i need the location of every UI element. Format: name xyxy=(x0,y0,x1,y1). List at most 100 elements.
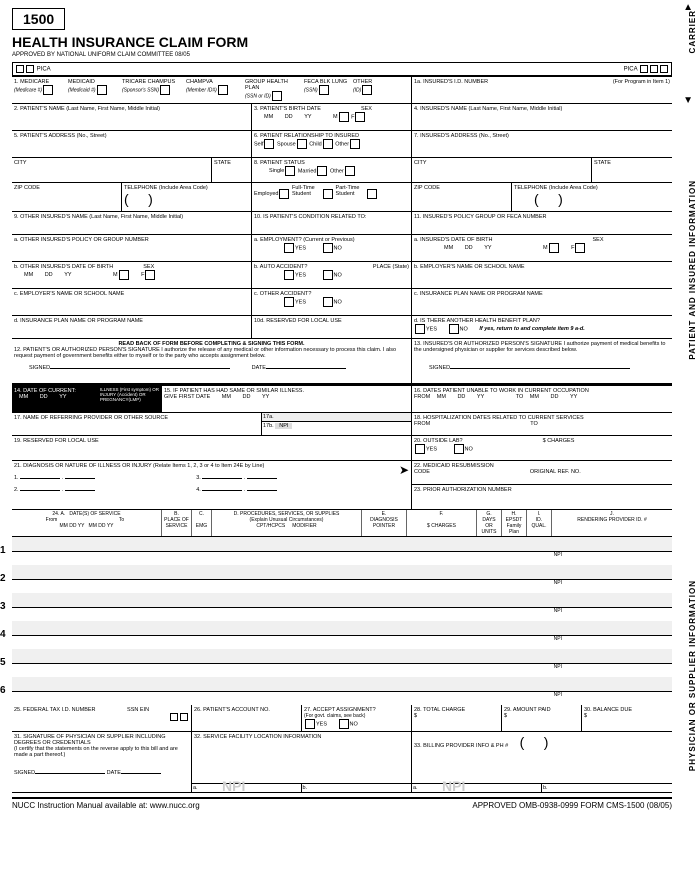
checkbox[interactable] xyxy=(264,139,274,149)
checkbox[interactable] xyxy=(160,85,170,95)
sig[interactable] xyxy=(35,773,105,774)
field-city2[interactable]: CITY xyxy=(412,158,592,182)
mm: MM xyxy=(444,245,453,251)
dd: DD xyxy=(40,394,48,400)
field-32[interactable]: 32. SERVICE FACILITY LOCATION INFORMATIO… xyxy=(192,732,412,792)
field-9b[interactable]: b. OTHER INSURED'S DATE OF BIRTHSEX MM D… xyxy=(12,262,252,288)
field-phone2[interactable]: TELEPHONE (Include Area Code)( ) xyxy=(512,183,672,211)
checkbox[interactable] xyxy=(43,85,53,95)
checkbox[interactable] xyxy=(415,444,425,454)
checkbox[interactable] xyxy=(145,270,155,280)
service-row-3[interactable]: 3NPI xyxy=(12,592,672,620)
date-line[interactable] xyxy=(266,368,346,369)
date[interactable] xyxy=(121,773,161,774)
pica-checkbox[interactable] xyxy=(650,65,658,73)
checkbox[interactable] xyxy=(339,719,349,729)
pica-checkbox[interactable] xyxy=(16,65,24,73)
checkbox[interactable] xyxy=(279,189,289,199)
checkbox[interactable] xyxy=(317,166,327,176)
pica-checkbox[interactable] xyxy=(660,65,668,73)
field-zip2[interactable]: ZIP CODE xyxy=(412,183,512,211)
checkbox[interactable] xyxy=(180,713,188,721)
checkbox[interactable] xyxy=(355,112,365,122)
field-10d[interactable]: 10d. RESERVED FOR LOCAL USE xyxy=(252,316,412,338)
pica-checkbox[interactable] xyxy=(640,65,648,73)
checkbox[interactable] xyxy=(284,270,294,280)
sig-line[interactable] xyxy=(450,368,630,369)
checkbox[interactable] xyxy=(323,243,333,253)
field-1: 1. MEDICARE(Medicare #) MEDICAID(Medicai… xyxy=(12,77,412,103)
checkbox[interactable] xyxy=(272,91,282,101)
checkbox[interactable] xyxy=(218,85,228,95)
field-18[interactable]: 18. HOSPITALIZATION DATES RELATED TO CUR… xyxy=(412,413,672,435)
field-7[interactable]: 7. INSURED'S ADDRESS (No., Street) xyxy=(412,131,672,157)
checkbox[interactable] xyxy=(415,324,425,334)
field-4[interactable]: 4. INSURED'S NAME (Last Name, First Name… xyxy=(412,104,672,130)
checkbox[interactable] xyxy=(345,166,355,176)
service-row-4[interactable]: 4NPI xyxy=(12,620,672,648)
checkbox[interactable] xyxy=(323,189,333,199)
field-11[interactable]: 11. INSURED'S POLICY GROUP OR FECA NUMBE… xyxy=(412,212,672,234)
field-phone[interactable]: TELEPHONE (Include Area Code)( ) xyxy=(122,183,252,211)
field-state2[interactable]: STATE xyxy=(592,158,672,182)
checkbox[interactable] xyxy=(339,112,349,122)
field-3[interactable]: 3. PATIENT'S BIRTH DATESEX MM DD YY M F xyxy=(252,104,412,130)
checkbox[interactable] xyxy=(323,297,333,307)
field-state[interactable]: STATE xyxy=(212,158,252,182)
checkbox[interactable] xyxy=(305,719,315,729)
field-9[interactable]: 9. OTHER INSURED'S NAME (Last Name, Firs… xyxy=(12,212,252,234)
field-16[interactable]: 16. DATES PATIENT UNABLE TO WORK IN CURR… xyxy=(412,386,672,412)
field-zip[interactable]: ZIP CODE xyxy=(12,183,122,211)
field-9c[interactable]: c. EMPLOYER'S NAME OR SCHOOL NAME xyxy=(12,289,252,315)
field-17ab[interactable]: 17a. 17b. NPI xyxy=(262,413,412,435)
checkbox[interactable] xyxy=(285,166,295,176)
checkbox[interactable] xyxy=(454,444,464,454)
field-2[interactable]: 2. PATIENT'S NAME (Last Name, First Name… xyxy=(12,104,252,130)
field-15[interactable]: 15. IF PATIENT HAS HAD SAME OR SIMILAR I… xyxy=(162,386,412,412)
field-14[interactable]: 14. DATE OF CURRENT: MM DD YY ILLNESS (F… xyxy=(12,386,162,412)
sig-line[interactable] xyxy=(50,368,230,369)
checkbox[interactable] xyxy=(350,139,360,149)
checkbox[interactable] xyxy=(284,297,294,307)
field-30[interactable]: 30. BALANCE DUE$ xyxy=(582,705,672,731)
field-29[interactable]: 29. AMOUNT PAID$ xyxy=(502,705,582,731)
checkbox[interactable] xyxy=(284,243,294,253)
checkbox[interactable] xyxy=(323,270,333,280)
service-row-5[interactable]: 5NPI xyxy=(12,648,672,676)
field-28[interactable]: 28. TOTAL CHARGE$ xyxy=(412,705,502,731)
service-row-1[interactable]: 1NPI xyxy=(12,536,672,564)
field-21[interactable]: 21. DIAGNOSIS OR NATURE OF ILLNESS OR IN… xyxy=(12,461,412,509)
field-9d[interactable]: d. INSURANCE PLAN NAME OR PROGRAM NAME xyxy=(12,316,252,338)
pica-checkbox[interactable] xyxy=(26,65,34,73)
field-1a[interactable]: 1a. INSURED'S I.D. NUMBER(For Program in… xyxy=(412,77,672,103)
footer: NUCC Instruction Manual available at: ww… xyxy=(12,797,672,810)
checkbox[interactable] xyxy=(170,713,178,721)
field-city[interactable]: CITY xyxy=(12,158,212,182)
field-33[interactable]: 33. BILLING PROVIDER INFO & PH # ( ) a.N… xyxy=(412,732,672,792)
field-17[interactable]: 17. NAME OF REFERRING PROVIDER OR OTHER … xyxy=(12,413,262,435)
service-row-2[interactable]: 2NPI xyxy=(12,564,672,592)
checkbox[interactable] xyxy=(97,85,107,95)
field-11b[interactable]: b. EMPLOYER'S NAME OR SCHOOL NAME xyxy=(412,262,672,288)
f1-champva: CHAMPVA xyxy=(186,79,213,85)
field-5[interactable]: 5. PATIENT'S ADDRESS (No., Street) xyxy=(12,131,252,157)
checkbox[interactable] xyxy=(575,243,585,253)
field-11a[interactable]: a. INSURED'S DATE OF BIRTHSEX MM DD YY M… xyxy=(412,235,672,261)
field-25[interactable]: 25. FEDERAL TAX I.D. NUMBER SSN EIN xyxy=(12,705,192,731)
field-11c[interactable]: c. INSURANCE PLAN NAME OR PROGRAM NAME xyxy=(412,289,672,315)
claim-form: 1500 HEALTH INSURANCE CLAIM FORM APPROVE… xyxy=(12,0,672,810)
field-23[interactable]: 23. PRIOR AUTHORIZATION NUMBER xyxy=(412,485,672,495)
checkbox[interactable] xyxy=(323,139,333,149)
checkbox[interactable] xyxy=(362,85,372,95)
checkbox[interactable] xyxy=(119,270,129,280)
npi-wm: NPI xyxy=(442,778,465,794)
checkbox[interactable] xyxy=(367,189,377,199)
checkbox[interactable] xyxy=(319,85,329,95)
field-26[interactable]: 26. PATIENT'S ACCOUNT NO. xyxy=(192,705,302,731)
checkbox[interactable] xyxy=(449,324,459,334)
field-9a[interactable]: a. OTHER INSURED'S POLICY OR GROUP NUMBE… xyxy=(12,235,252,261)
checkbox[interactable] xyxy=(297,139,307,149)
field-19[interactable]: 19. RESERVED FOR LOCAL USE xyxy=(12,436,412,460)
checkbox[interactable] xyxy=(549,243,559,253)
service-row-6[interactable]: 6NPI xyxy=(12,676,672,704)
